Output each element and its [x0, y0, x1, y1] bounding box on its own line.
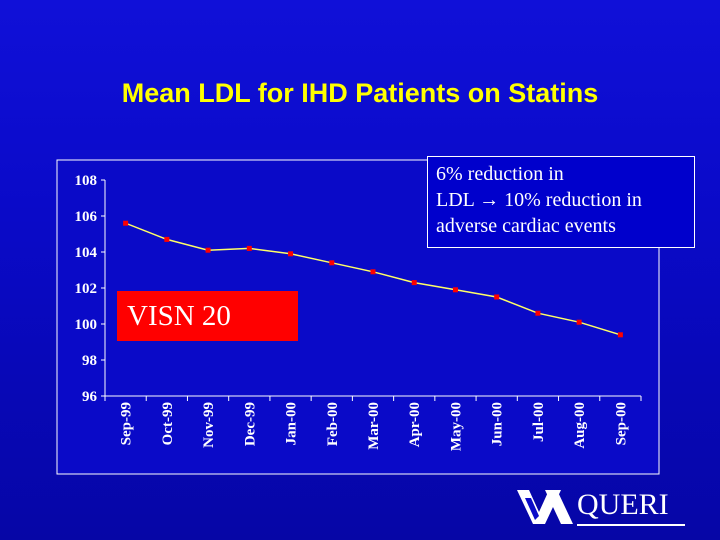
data-point — [617, 332, 623, 338]
y-tick-label: 104 — [75, 245, 98, 261]
y-tick-label: 108 — [75, 173, 98, 189]
x-tick-label: Nov-99 — [201, 402, 217, 448]
callout-line-2: LDL → 10% reduction in — [436, 187, 686, 213]
data-point — [494, 294, 500, 300]
x-tick-label: Jul-00 — [531, 402, 547, 442]
callout-line-3: adverse cardiac events — [436, 215, 616, 237]
x-tick-label: Sep-00 — [613, 402, 629, 445]
data-point — [123, 220, 129, 226]
data-point — [452, 287, 458, 293]
callout-line-1: 6% reduction in — [436, 163, 564, 185]
x-tick-label: Jun-00 — [490, 402, 506, 446]
queri-wordmark: QUERI — [577, 488, 669, 521]
y-tick-label: 98 — [82, 353, 97, 369]
va-logo-icon — [517, 490, 573, 524]
callout-box: 6% reduction in LDL → 10% reduction in a… — [427, 156, 695, 248]
y-tick-label: 96 — [82, 389, 98, 405]
data-point — [370, 269, 376, 275]
data-point — [535, 310, 541, 316]
x-tick-label: Apr-00 — [407, 402, 423, 447]
x-tick-label: Jan-00 — [284, 402, 300, 445]
data-point — [576, 319, 582, 325]
x-tick-label: Mar-00 — [366, 402, 382, 450]
y-tick-label: 102 — [75, 281, 98, 297]
y-tick-label: 100 — [75, 317, 98, 333]
x-tick-label: Dec-99 — [242, 402, 258, 446]
queri-logo: QUERI — [515, 484, 695, 528]
data-point — [288, 251, 294, 257]
visn-label: VISN 20 — [117, 291, 298, 341]
y-tick-label: 106 — [75, 209, 98, 225]
x-tick-label: Feb-00 — [325, 402, 341, 446]
logo-underline — [577, 524, 685, 526]
callout-line-2-end: 10% reduction in — [499, 189, 642, 211]
data-point — [205, 247, 211, 253]
callout-line-2-start: LDL — [436, 189, 480, 211]
x-tick-label: Aug-00 — [572, 402, 588, 449]
x-tick-label: Sep-99 — [119, 402, 135, 445]
x-tick-label: May-00 — [448, 402, 464, 451]
data-point — [411, 280, 417, 286]
arrow-icon: → — [479, 189, 500, 211]
chart-title: Mean LDL for IHD Patients on Statins — [121, 78, 599, 108]
data-point — [164, 236, 170, 242]
x-tick-label: Oct-99 — [160, 402, 176, 445]
data-point — [246, 245, 252, 251]
data-point — [329, 260, 335, 266]
